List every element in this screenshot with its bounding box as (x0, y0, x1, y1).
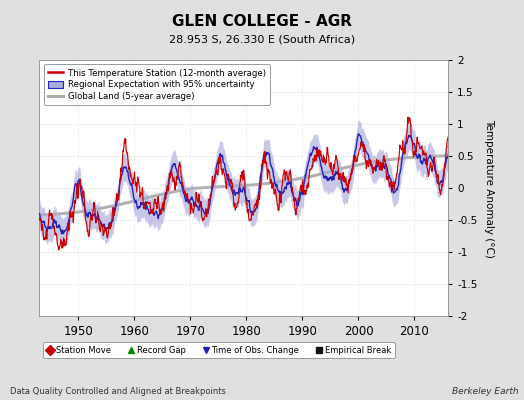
Legend: Station Move, Record Gap, Time of Obs. Change, Empirical Break: Station Move, Record Gap, Time of Obs. C… (43, 342, 395, 358)
Text: Data Quality Controlled and Aligned at Breakpoints: Data Quality Controlled and Aligned at B… (10, 387, 226, 396)
Y-axis label: Temperature Anomaly (°C): Temperature Anomaly (°C) (484, 118, 494, 258)
Text: 28.953 S, 26.330 E (South Africa): 28.953 S, 26.330 E (South Africa) (169, 34, 355, 44)
Text: Berkeley Earth: Berkeley Earth (452, 387, 519, 396)
Text: GLEN COLLEGE - AGR: GLEN COLLEGE - AGR (172, 14, 352, 29)
